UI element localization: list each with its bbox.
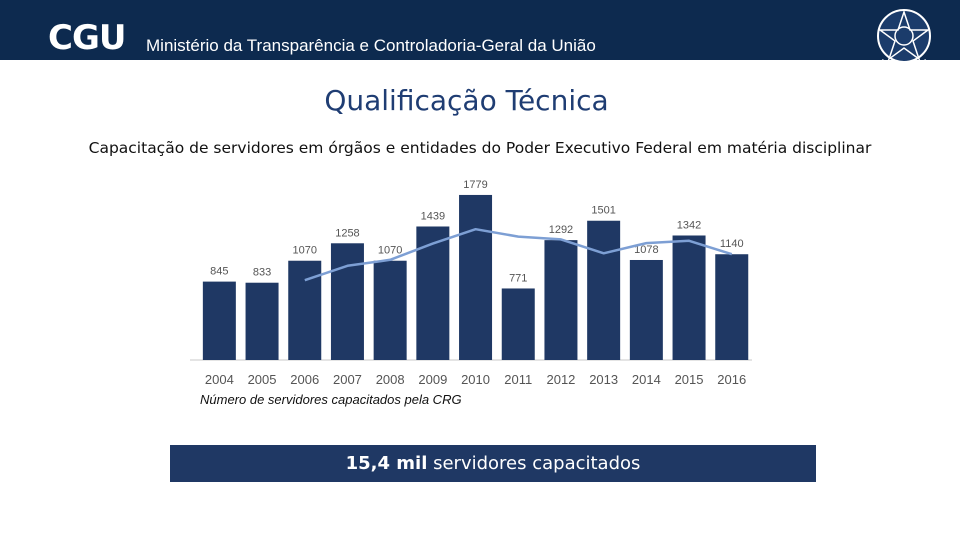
bar bbox=[373, 260, 407, 360]
data-label: 1342 bbox=[677, 219, 701, 231]
banner-highlight: 15,4 mil bbox=[345, 453, 428, 474]
header-band bbox=[0, 0, 960, 60]
x-tick-label: 2015 bbox=[675, 372, 704, 387]
cgu-logo: CGU bbox=[48, 18, 126, 58]
bar bbox=[672, 235, 706, 360]
data-label: 845 bbox=[210, 266, 228, 278]
x-tick-label: 2005 bbox=[248, 372, 277, 387]
data-label: 1501 bbox=[591, 205, 615, 217]
bar bbox=[202, 281, 236, 360]
data-label: 1078 bbox=[634, 244, 658, 256]
ministry-name: Ministério da Transparência e Controlado… bbox=[146, 36, 596, 55]
bar bbox=[629, 259, 663, 360]
bar-chart: 845 2004 833 2005 1070 2006 1258 2007 1070 2008 14… bbox=[190, 179, 752, 387]
x-tick-label: 2016 bbox=[717, 372, 746, 387]
x-tick-label: 2012 bbox=[546, 372, 575, 387]
data-label: 1070 bbox=[293, 245, 317, 257]
data-label: 1292 bbox=[549, 224, 573, 236]
x-tick-label: 2013 bbox=[589, 372, 618, 387]
data-label: 771 bbox=[509, 272, 527, 284]
brazil-coat-of-arms-icon bbox=[877, 9, 931, 67]
summary-banner: 15,4 mil servidores capacitados bbox=[170, 445, 816, 482]
banner-text: servidores capacitados bbox=[427, 453, 641, 474]
x-tick-label: 2004 bbox=[205, 372, 234, 387]
data-label: 1258 bbox=[335, 227, 359, 239]
bar bbox=[330, 243, 364, 360]
data-label: 1779 bbox=[463, 179, 487, 191]
bar bbox=[501, 288, 535, 360]
bar bbox=[587, 220, 621, 360]
x-tick-label: 2006 bbox=[290, 372, 319, 387]
bar bbox=[245, 282, 279, 360]
data-label: 1070 bbox=[378, 245, 402, 257]
x-tick-label: 2007 bbox=[333, 372, 362, 387]
x-tick-label: 2014 bbox=[632, 372, 661, 387]
header: CGU Ministério da Transparência e Contro… bbox=[0, 0, 960, 82]
bar bbox=[459, 194, 493, 360]
x-tick-label: 2009 bbox=[418, 372, 447, 387]
slide-title: Qualificação Técnica bbox=[324, 84, 609, 117]
bar bbox=[544, 240, 578, 360]
data-label: 833 bbox=[253, 267, 271, 279]
data-label: 1439 bbox=[421, 210, 445, 222]
data-label: 1140 bbox=[720, 238, 744, 250]
chart-caption: Número de servidores capacitados pela CR… bbox=[200, 392, 462, 407]
bar bbox=[715, 254, 749, 360]
trend-line bbox=[304, 227, 733, 282]
x-tick-label: 2010 bbox=[461, 372, 490, 387]
x-tick-label: 2008 bbox=[376, 372, 405, 387]
bar bbox=[416, 226, 450, 360]
x-tick-label: 2011 bbox=[504, 372, 532, 387]
slide-subtitle: Capacitação de servidores em órgãos e en… bbox=[88, 139, 872, 157]
